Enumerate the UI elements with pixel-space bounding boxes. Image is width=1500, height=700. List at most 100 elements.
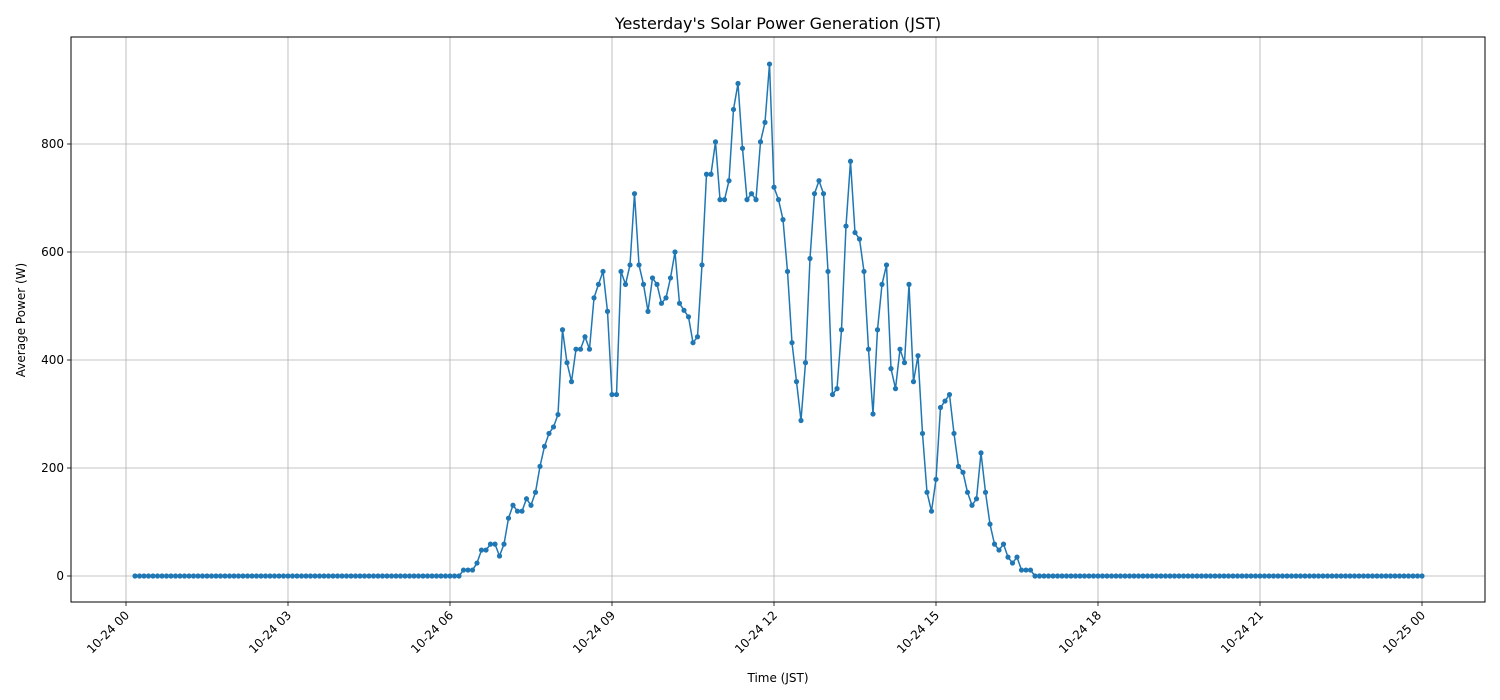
data-point xyxy=(685,314,692,320)
data-point xyxy=(672,249,678,255)
data-point xyxy=(181,573,188,579)
data-point xyxy=(775,197,782,203)
data-point xyxy=(1113,573,1119,579)
data-point xyxy=(361,573,368,579)
y-tick-label: 600 xyxy=(41,245,64,259)
data-point xyxy=(1356,573,1362,579)
data-point xyxy=(487,541,494,547)
data-point xyxy=(910,379,917,385)
data-point xyxy=(717,197,723,203)
data-point xyxy=(204,573,210,579)
data-point xyxy=(154,573,161,579)
data-point xyxy=(501,541,507,547)
data-point xyxy=(1135,573,1142,579)
data-point xyxy=(1014,554,1020,560)
data-point xyxy=(604,308,611,314)
x-tick-label: 10-24 06 xyxy=(408,608,456,656)
data-point xyxy=(1410,573,1416,579)
data-point xyxy=(433,573,440,579)
data-point xyxy=(1342,573,1349,579)
x-tick-label: 10-25 00 xyxy=(1380,608,1428,656)
data-point xyxy=(582,334,588,340)
data-point xyxy=(1207,573,1214,579)
data-point xyxy=(1050,573,1056,579)
data-point xyxy=(1036,573,1043,579)
y-tick-label: 200 xyxy=(41,461,64,475)
x-tick-label: 10-24 21 xyxy=(1218,608,1266,656)
data-point xyxy=(289,573,296,579)
data-point xyxy=(523,496,530,502)
y-tick-label: 400 xyxy=(41,353,64,367)
chart-title: Yesterday's Solar Power Generation (JST) xyxy=(614,14,941,33)
data-point xyxy=(393,573,399,579)
data-point xyxy=(1144,573,1151,579)
y-tick-label: 0 xyxy=(56,569,64,583)
data-point xyxy=(217,573,224,579)
data-point xyxy=(546,430,552,437)
grid-lines xyxy=(71,37,1485,602)
data-point xyxy=(550,424,557,430)
data-point xyxy=(960,469,966,475)
data-point xyxy=(532,489,539,495)
data-point xyxy=(627,262,633,268)
data-point xyxy=(726,178,732,184)
data-point xyxy=(1378,573,1385,579)
data-point xyxy=(744,197,750,203)
data-point xyxy=(1230,573,1236,579)
data-point xyxy=(636,262,642,268)
data-point xyxy=(1279,573,1286,579)
data-point xyxy=(348,573,354,579)
data-point xyxy=(1414,573,1421,579)
data-point xyxy=(438,573,444,579)
data-point xyxy=(1216,573,1223,579)
data-point xyxy=(469,567,476,573)
data-point xyxy=(420,573,426,579)
data-point xyxy=(1419,573,1425,579)
data-point xyxy=(1369,573,1376,579)
data-point xyxy=(1338,573,1344,579)
data-point xyxy=(357,573,363,579)
data-point xyxy=(1081,573,1088,579)
data-point xyxy=(1347,573,1353,579)
data-point xyxy=(1000,541,1007,547)
data-point xyxy=(447,573,453,579)
data-point xyxy=(249,573,255,579)
data-point xyxy=(159,573,165,579)
data-point xyxy=(699,262,705,268)
x-tick-label: 10-24 03 xyxy=(246,608,294,656)
data-point xyxy=(640,281,647,287)
data-point xyxy=(951,430,957,437)
data-point xyxy=(388,573,395,579)
data-point xyxy=(591,295,597,301)
data-point xyxy=(492,541,498,547)
data-point xyxy=(739,145,746,151)
data-point xyxy=(195,573,201,579)
data-point xyxy=(1167,573,1173,579)
data-point xyxy=(141,573,147,579)
data-point xyxy=(1095,573,1101,579)
data-point xyxy=(199,573,206,579)
data-point xyxy=(577,346,584,352)
data-point xyxy=(838,327,845,333)
data-point xyxy=(1387,573,1394,579)
data-point xyxy=(721,197,728,203)
data-point xyxy=(325,573,332,579)
data-point xyxy=(1063,573,1070,579)
x-axis-label: Time (JST) xyxy=(746,671,808,685)
data-point xyxy=(483,547,489,553)
data-point xyxy=(964,489,971,495)
data-point xyxy=(271,573,278,579)
data-point xyxy=(163,573,170,579)
data-point xyxy=(928,508,935,514)
data-point xyxy=(402,573,408,579)
data-point xyxy=(1108,573,1115,579)
data-point xyxy=(1032,573,1038,579)
series-line xyxy=(135,63,1422,577)
data-point xyxy=(1009,560,1016,566)
data-point xyxy=(231,573,237,579)
data-point xyxy=(906,281,912,287)
data-point xyxy=(1405,573,1412,579)
data-point xyxy=(1302,573,1308,579)
data-point xyxy=(919,430,926,437)
